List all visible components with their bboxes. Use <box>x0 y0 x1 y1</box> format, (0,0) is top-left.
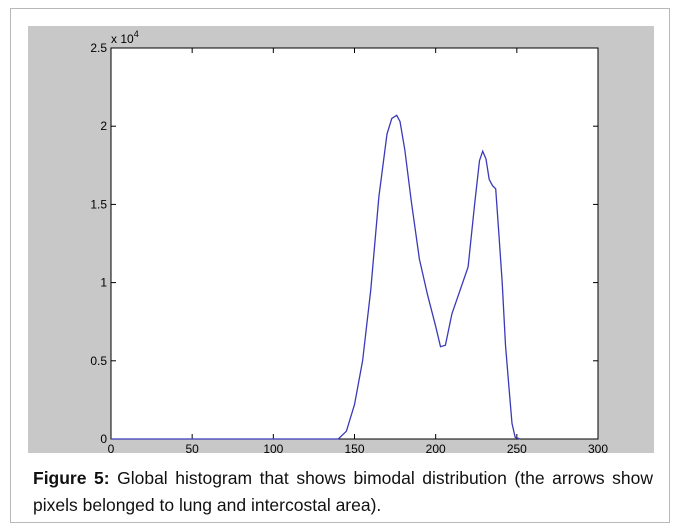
y-tick-label: 0 <box>100 432 107 446</box>
x-tick-label: 150 <box>344 442 364 453</box>
y-tick-label: 1 <box>100 276 107 290</box>
x-tick-label: 50 <box>185 442 199 453</box>
axes-box <box>110 47 599 440</box>
figure-caption: Figure 5: Global histogram that shows bi… <box>33 465 653 519</box>
y-exponent-label: x 104 <box>111 29 139 46</box>
x-tick-label: 250 <box>507 442 527 453</box>
y-tick-label: 2 <box>100 119 107 133</box>
figure-frame: 0 50 100 150 200 250 300 0 0.5 1 1.5 2 2.5 x 104 Fi… <box>10 8 670 523</box>
histogram-line <box>111 114 521 440</box>
y-tick-label: 0.5 <box>90 354 107 368</box>
y-tick-label: 1.5 <box>90 197 107 211</box>
x-tick-label: 200 <box>426 442 446 453</box>
caption-text: Global histogram that shows bimodal dist… <box>33 468 653 515</box>
x-tick-label: 0 <box>108 442 115 453</box>
caption-label: Figure 5: <box>33 468 110 488</box>
y-exponent-power: 4 <box>134 29 139 39</box>
histogram-chart: 0 50 100 150 200 250 300 0 0.5 1 1.5 2 2.5 x 104 <box>90 29 609 453</box>
y-tick-label: 2.5 <box>90 41 107 55</box>
x-tick-labels: 0 50 100 150 200 250 300 <box>108 442 609 453</box>
y-tick-labels: 0 0.5 1 1.5 2 2.5 <box>90 41 107 446</box>
x-tick-label: 300 <box>588 442 608 453</box>
x-tick-label: 100 <box>263 442 283 453</box>
